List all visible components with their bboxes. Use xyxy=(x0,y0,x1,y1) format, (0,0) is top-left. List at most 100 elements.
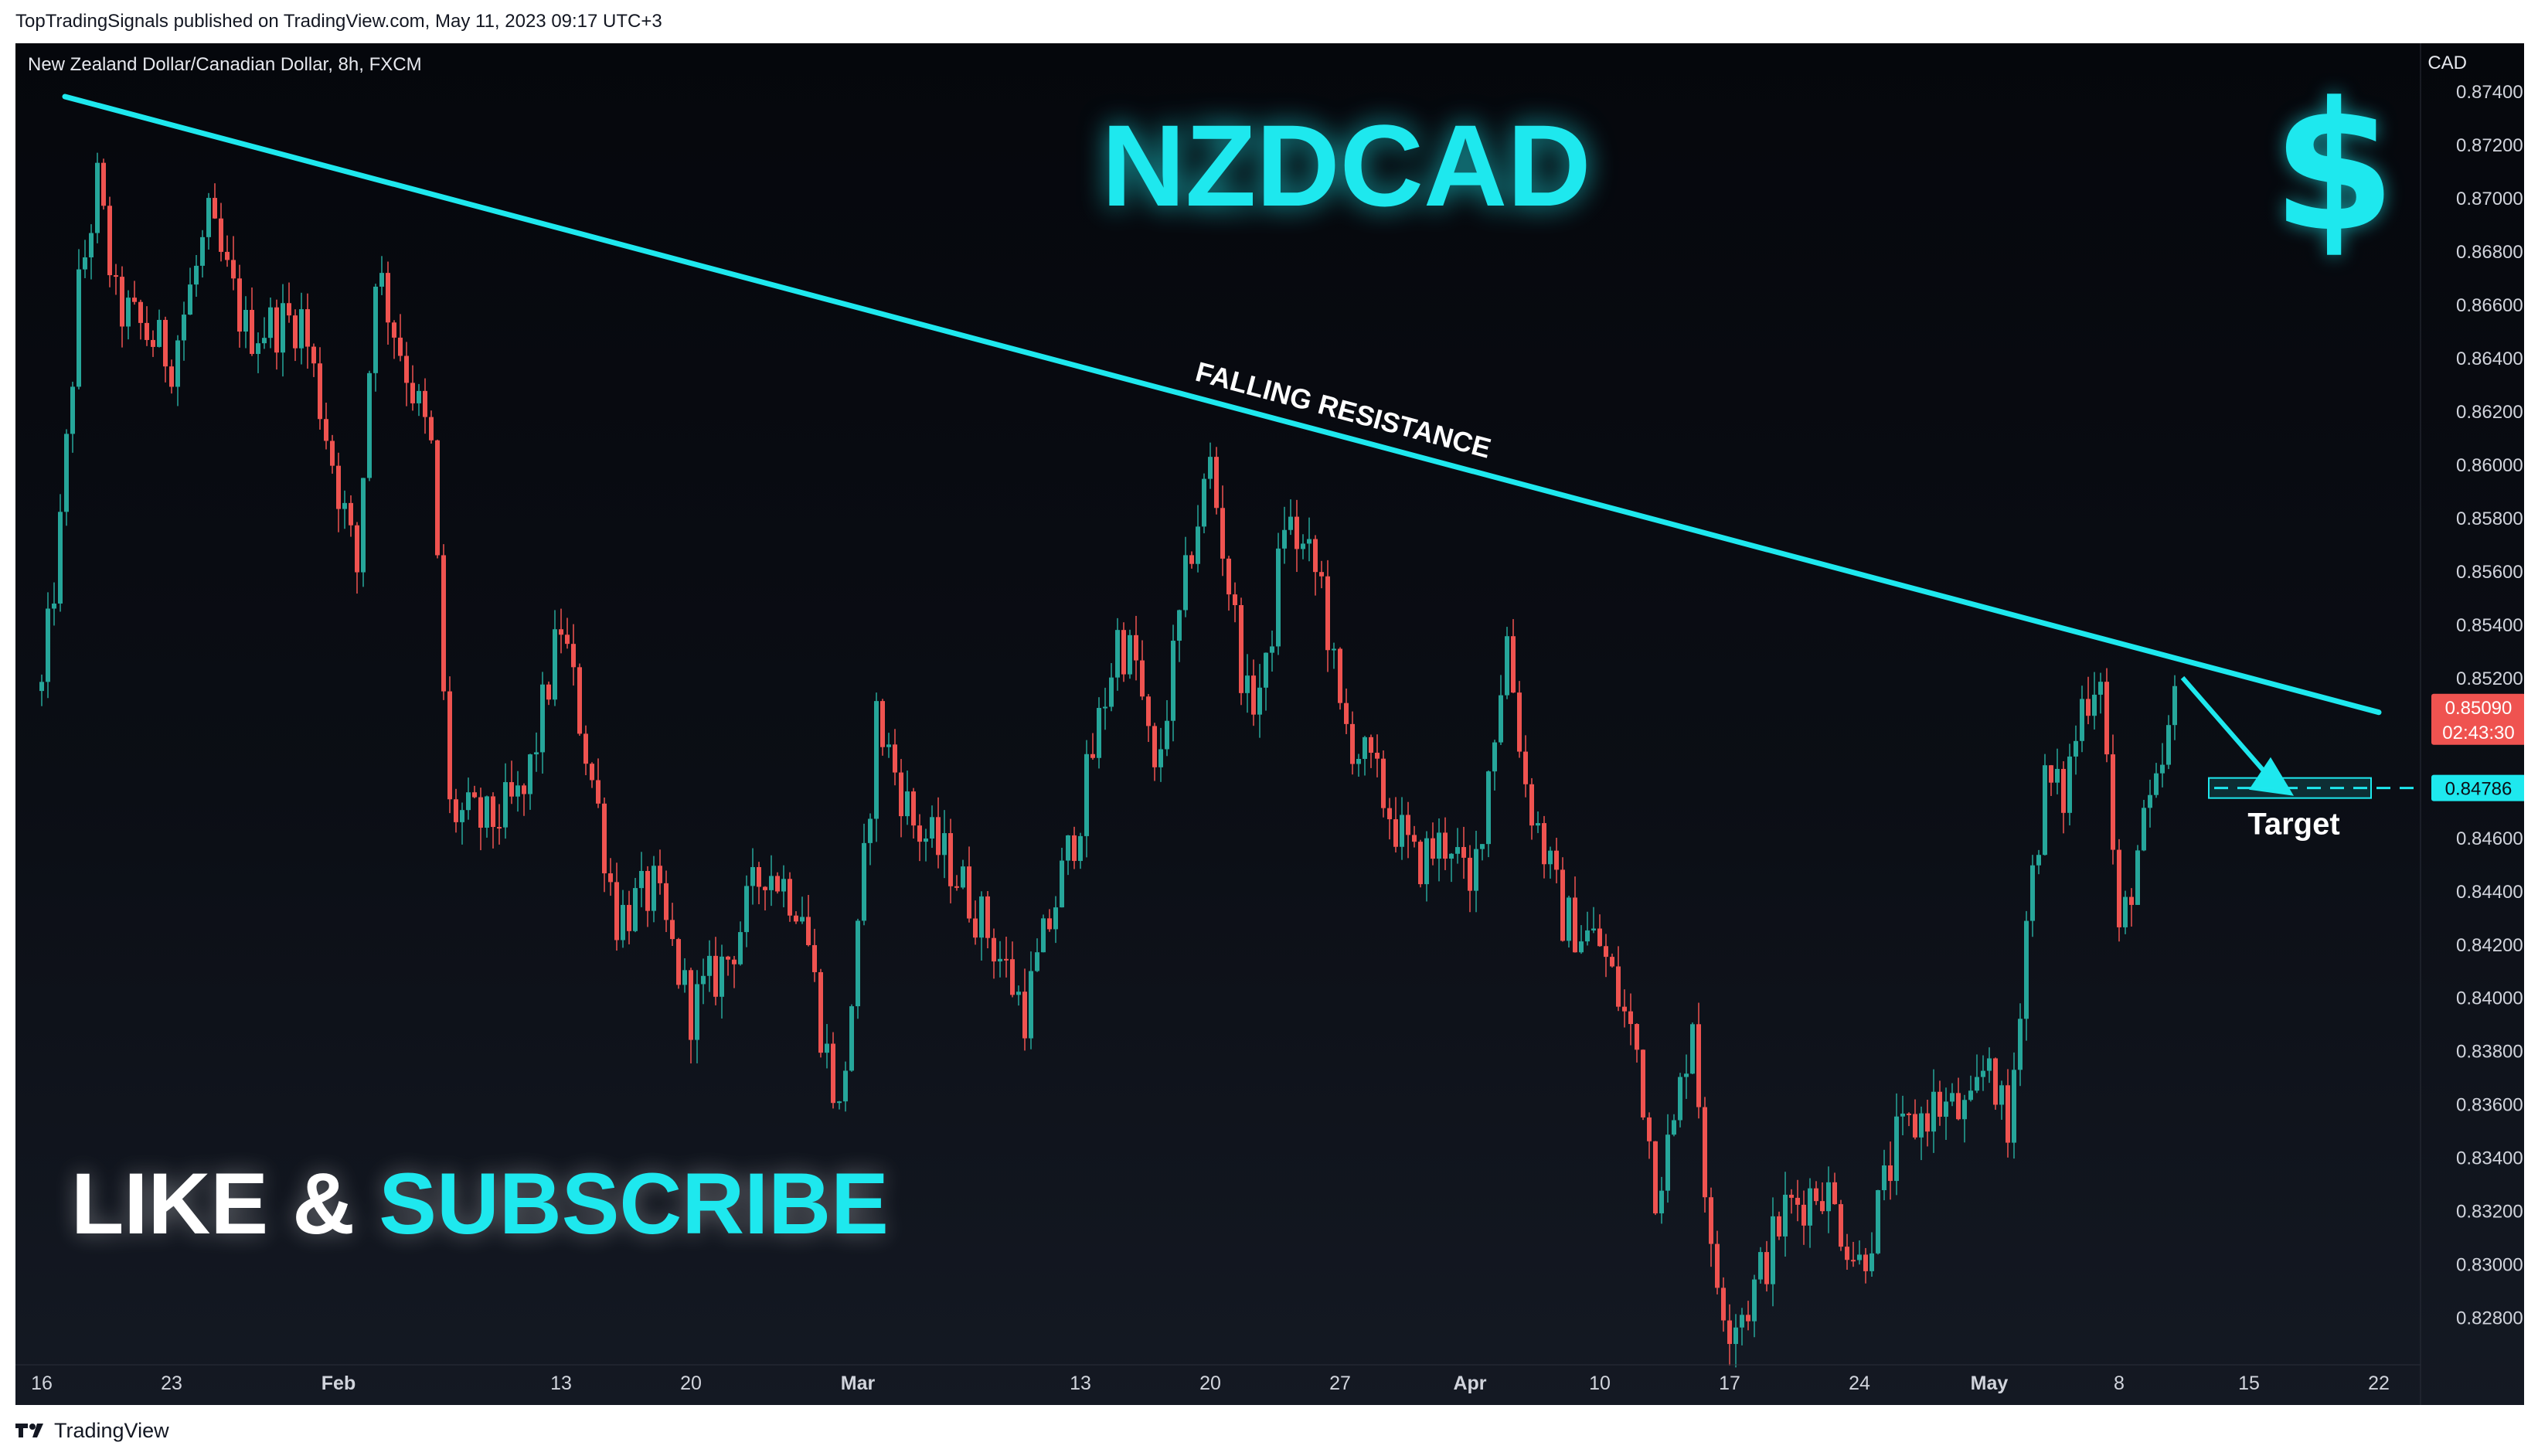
candle xyxy=(1733,1314,1738,1368)
candle xyxy=(652,856,656,923)
candle xyxy=(126,290,131,340)
candle xyxy=(1709,1187,1713,1267)
like-subscribe-cta: LIKE & SUBSCRIBE xyxy=(71,1155,889,1252)
svg-text:0.85090: 0.85090 xyxy=(2445,698,2512,719)
candle xyxy=(1344,688,1349,734)
candle xyxy=(633,877,638,933)
candle xyxy=(1981,1055,1985,1091)
footer-brand[interactable]: TradingView xyxy=(54,1418,169,1442)
x-tick-label: 23 xyxy=(161,1373,182,1394)
candle xyxy=(1826,1166,1831,1233)
candle xyxy=(1437,818,1441,882)
price-axis: 0.87400 0.87200 0.87000 0.86800 0.86600 0.864… xyxy=(2420,43,2523,1405)
candle xyxy=(1678,1073,1682,1128)
candle xyxy=(336,452,341,532)
candle xyxy=(1047,909,1052,932)
candle xyxy=(1288,499,1293,536)
candle xyxy=(1004,937,1009,978)
x-tick-label: Apr xyxy=(1453,1373,1486,1394)
y-tick-label: 0.82800 xyxy=(2456,1308,2523,1329)
candle xyxy=(1764,1240,1769,1292)
candle xyxy=(1128,629,1132,679)
x-tick-label: 16 xyxy=(31,1373,53,1394)
candle xyxy=(1672,1114,1676,1137)
candle xyxy=(1758,1247,1763,1284)
candle xyxy=(985,891,990,949)
candle xyxy=(1975,1054,1979,1094)
svg-text:0.84786: 0.84786 xyxy=(2445,779,2512,800)
candle xyxy=(1529,777,1534,840)
candle xyxy=(1727,1304,1732,1366)
candle xyxy=(1789,1189,1794,1214)
candle xyxy=(1282,506,1287,564)
candle xyxy=(2160,743,2165,788)
candle xyxy=(1511,619,1516,693)
candle xyxy=(231,236,236,291)
candle xyxy=(379,256,384,295)
candle xyxy=(1888,1141,1893,1200)
chart-frame[interactable]: 0.87400 0.87200 0.87000 0.86800 0.86600 0.864… xyxy=(15,43,2524,1405)
candle xyxy=(911,788,916,839)
candle xyxy=(1653,1141,1658,1216)
candle xyxy=(837,1101,842,1110)
candle xyxy=(1251,659,1256,726)
candle xyxy=(936,797,941,869)
candle xyxy=(1301,534,1305,560)
candle xyxy=(608,858,613,896)
candle xyxy=(905,771,910,825)
candle xyxy=(318,347,322,430)
candle xyxy=(330,434,335,474)
candle xyxy=(1369,734,1373,768)
candle xyxy=(2135,845,2140,905)
candle xyxy=(998,941,1002,978)
candle xyxy=(39,674,44,706)
candle xyxy=(1845,1233,1849,1271)
candle xyxy=(2012,1052,2016,1159)
candle xyxy=(1134,615,1138,681)
candle xyxy=(682,958,687,993)
candle xyxy=(899,759,903,838)
candle xyxy=(410,365,415,411)
candle xyxy=(1999,1080,2004,1120)
x-tick-label: 22 xyxy=(2368,1373,2390,1394)
candle xyxy=(293,309,298,362)
candle xyxy=(398,314,403,362)
candle xyxy=(145,306,149,346)
x-tick-label: 20 xyxy=(680,1373,702,1394)
candle xyxy=(1319,560,1324,589)
candle xyxy=(1375,734,1380,777)
tradingview-logo-icon[interactable] xyxy=(14,1422,48,1439)
candle xyxy=(1523,735,1528,798)
candle xyxy=(1715,1230,1720,1294)
candle xyxy=(1455,828,1460,864)
candle xyxy=(243,296,248,349)
y-tick-label: 0.83600 xyxy=(2456,1095,2523,1116)
candle xyxy=(1338,647,1342,710)
candle xyxy=(95,152,100,243)
candle xyxy=(268,298,273,349)
candle xyxy=(1690,1022,1695,1075)
candle xyxy=(738,921,743,966)
candle xyxy=(1468,845,1472,913)
candle xyxy=(423,378,427,434)
candle xyxy=(1387,798,1392,840)
candle xyxy=(1233,582,1237,623)
candle xyxy=(157,309,162,348)
candle xyxy=(77,249,81,390)
candle xyxy=(497,804,502,845)
candle xyxy=(70,381,75,453)
candle xyxy=(794,911,798,924)
candle xyxy=(441,544,446,700)
y-tick-label: 0.84000 xyxy=(2456,988,2523,1009)
candle xyxy=(1171,624,1175,742)
candle xyxy=(132,281,137,305)
candlestick-chart[interactable]: 0.87400 0.87200 0.87000 0.86800 0.86600 0.864… xyxy=(15,43,2524,1405)
candle xyxy=(1950,1083,1955,1107)
candle xyxy=(565,617,570,649)
y-tick-label: 0.83800 xyxy=(2456,1042,2523,1063)
candle xyxy=(1703,1097,1707,1213)
dollar-sign-icon: $ xyxy=(2272,65,2396,271)
candle xyxy=(1220,485,1225,577)
candle xyxy=(886,733,891,758)
candle xyxy=(1591,907,1596,934)
